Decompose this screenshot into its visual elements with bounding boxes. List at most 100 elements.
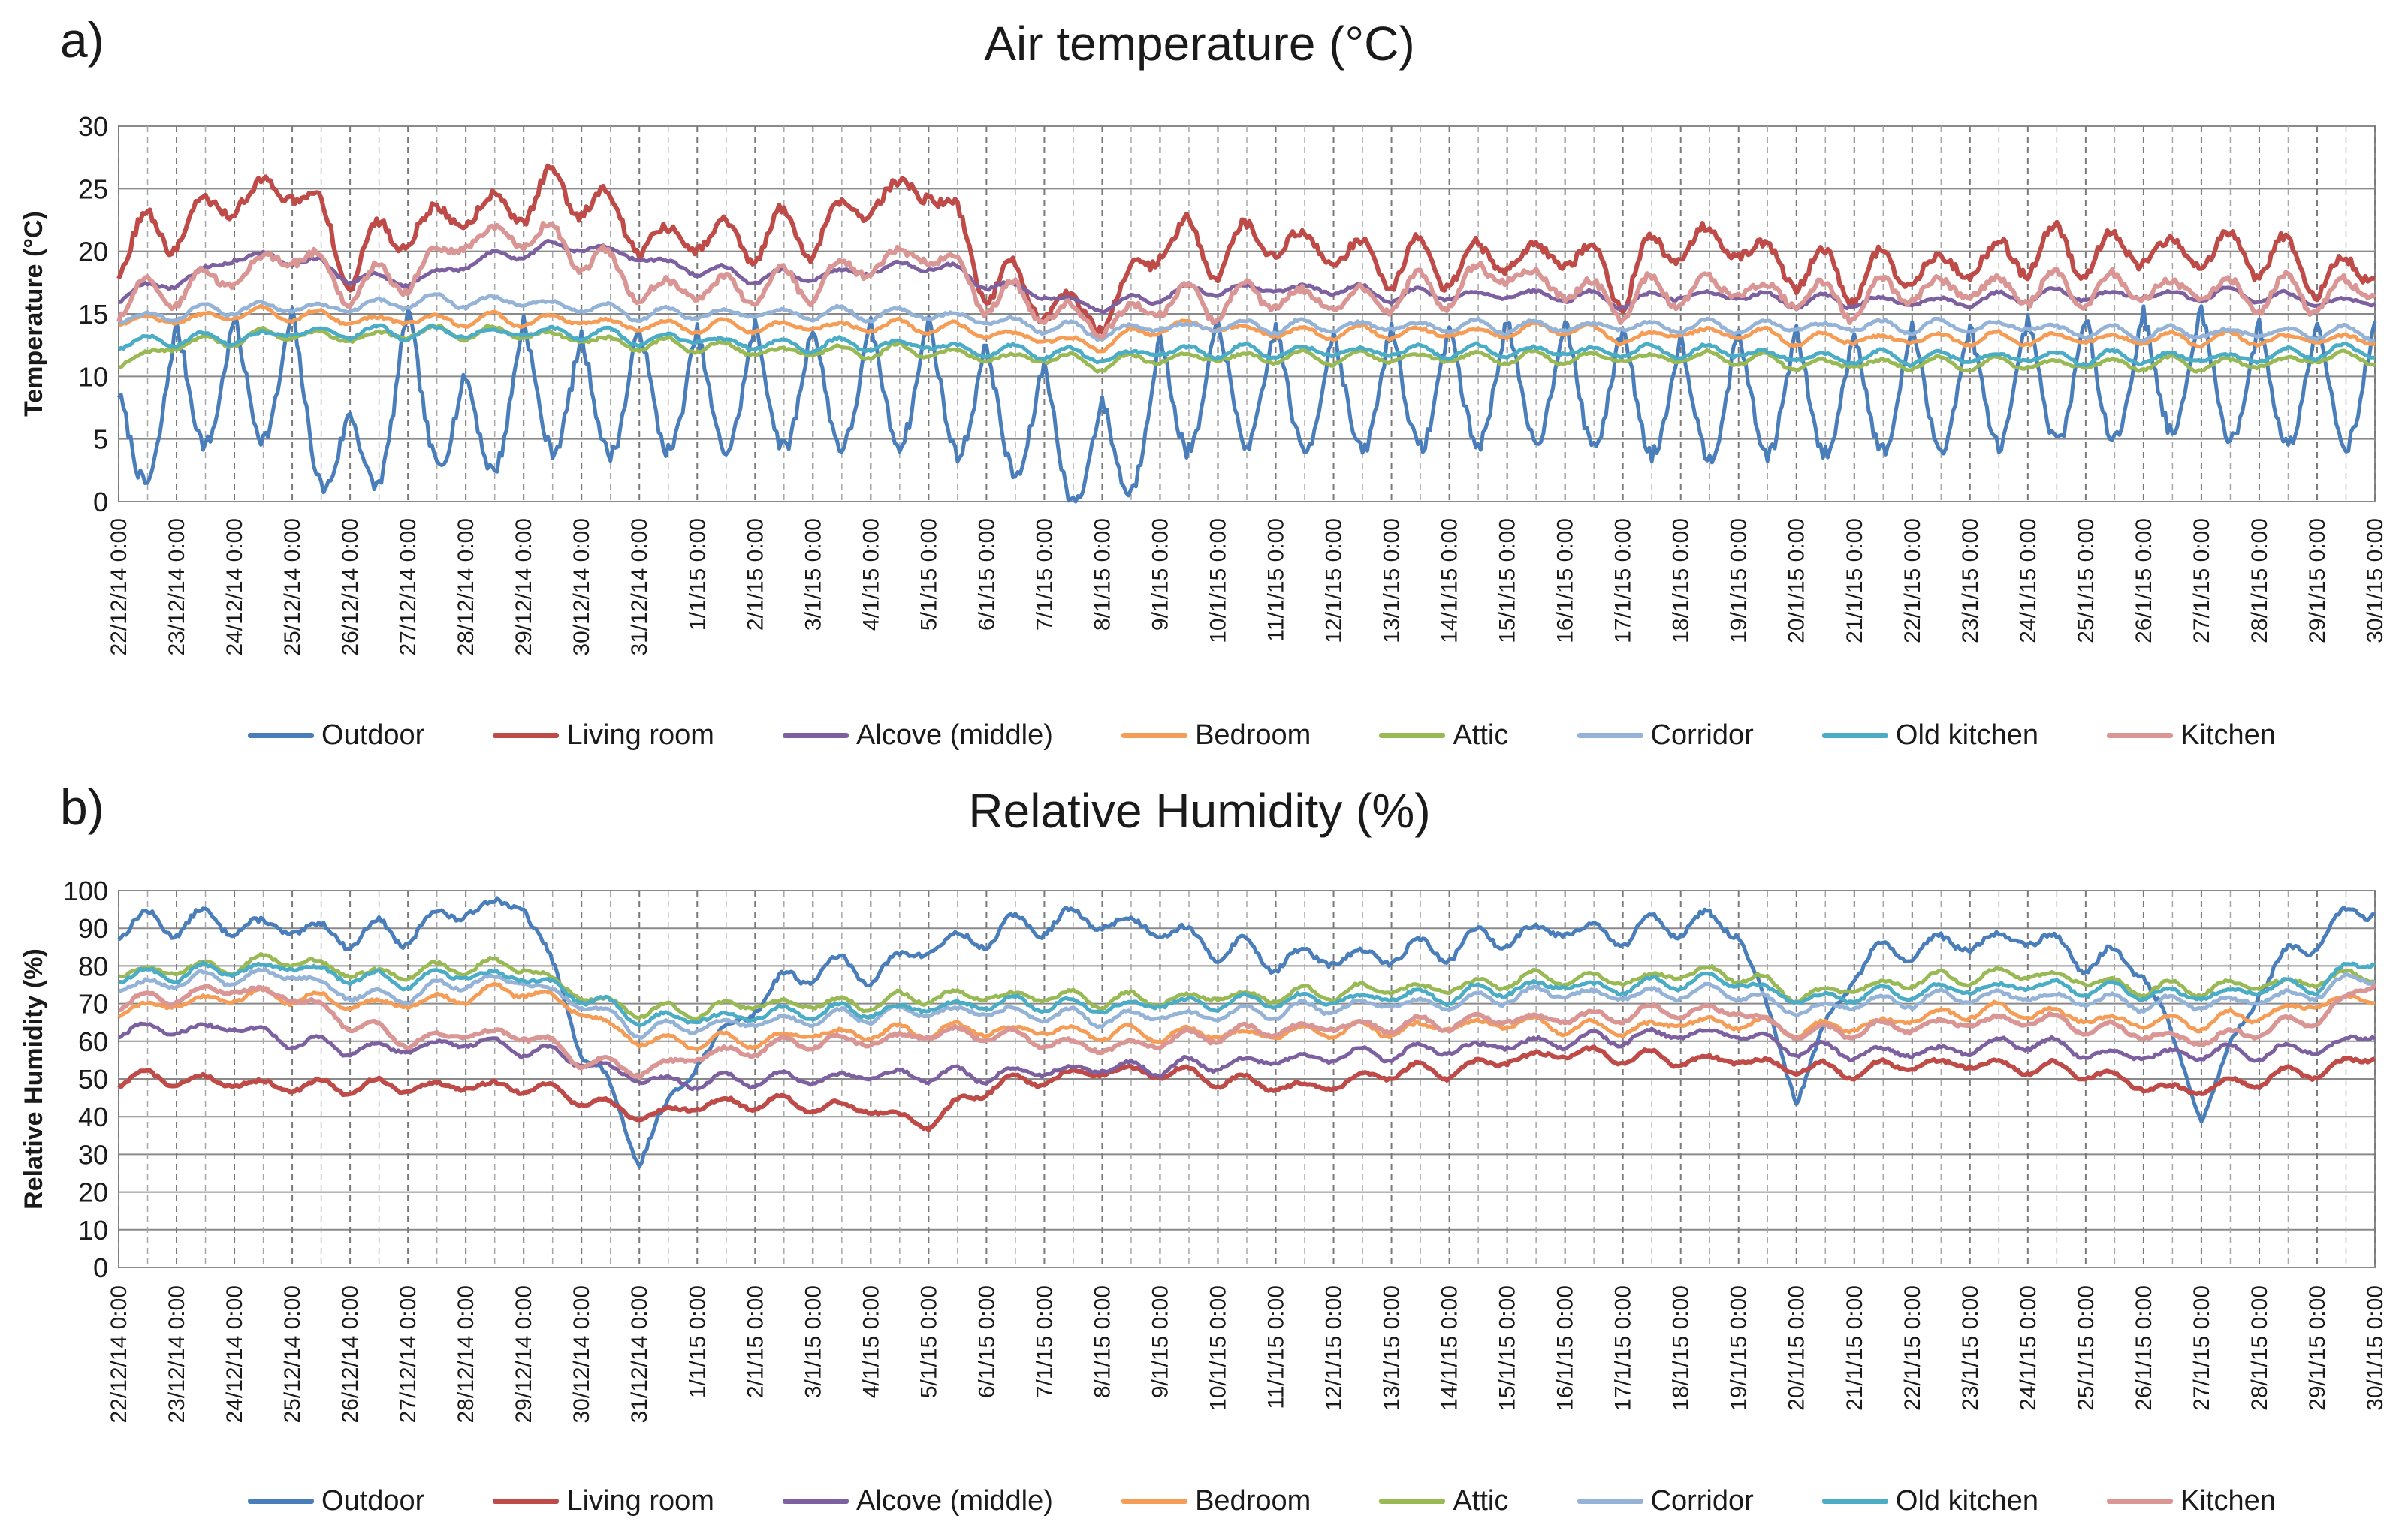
x-tick-label: 27/12/14 0:00 <box>396 518 421 656</box>
legend-label: Outdoor <box>321 719 425 751</box>
legend-swatch <box>1577 733 1643 738</box>
y-axis-label: Relative Humidity (%) <box>20 948 48 1210</box>
legend-swatch <box>783 733 849 738</box>
y-tick-label: 25 <box>78 173 108 204</box>
x-tick-label: 31/12/14 0:00 <box>627 518 652 656</box>
legend-label: Living room <box>566 719 714 751</box>
x-tick-label: 7/1/15 0:00 <box>1032 518 1057 631</box>
legend-swatch <box>1821 733 1888 738</box>
series-line-kitchen <box>116 221 2377 340</box>
legend-item: Alcove (middle) <box>783 719 1053 752</box>
x-tick-label: 8/1/15 0:00 <box>1090 518 1115 631</box>
legend-label: Kitchen <box>2180 719 2276 751</box>
legend-item: Living room <box>493 719 714 752</box>
y-tick-label: 10 <box>78 361 108 392</box>
x-tick-label: 25/1/15 0:00 <box>2074 1285 2099 1411</box>
x-tick-label: 30/12/14 0:00 <box>569 1285 594 1424</box>
x-tick-label: 21/1/15 0:00 <box>1842 518 1867 643</box>
x-tick-label: 1/1/15 0:00 <box>685 1285 710 1398</box>
y-tick-label: 0 <box>93 1252 108 1283</box>
series-line-bedroom <box>118 303 2376 354</box>
x-tick-label: 23/1/15 0:00 <box>1958 1285 1983 1411</box>
x-tick-label: 11/1/15 0:00 <box>1264 518 1289 642</box>
x-tick-label: 3/1/15 0:00 <box>801 1285 825 1398</box>
x-tick-label: 17/1/15 0:00 <box>1611 518 1636 643</box>
legend-item: Old kitchen <box>1821 719 2038 752</box>
legend-item: Corridor <box>1577 1485 1754 1517</box>
x-tick-label: 28/1/15 0:00 <box>2247 1285 2272 1411</box>
y-tick-label: 80 <box>78 951 108 981</box>
x-tick-label: 19/1/15 0:00 <box>1727 518 1752 643</box>
x-tick-label: 15/1/15 0:00 <box>1495 1285 1520 1411</box>
x-tick-label: 31/12/14 0:00 <box>627 1285 652 1424</box>
x-tick-label: 21/1/15 0:00 <box>1842 1285 1867 1411</box>
x-tick-label: 26/12/14 0:00 <box>338 1285 363 1424</box>
legend-swatch <box>1577 1499 1643 1504</box>
series-line-outdoor <box>117 304 2377 504</box>
chart-title: Air temperature (°C) <box>984 17 1415 71</box>
y-tick-label: 20 <box>78 237 108 267</box>
y-tick-label: 15 <box>78 299 108 330</box>
x-tick-label: 18/1/15 0:00 <box>1669 518 1694 643</box>
x-tick-label: 23/12/14 0:00 <box>164 1285 189 1424</box>
legend-item: Attic <box>1379 719 1508 752</box>
y-tick-label: 0 <box>93 487 108 517</box>
x-tick-label: 4/1/15 0:00 <box>859 1285 883 1398</box>
legend-label: Corridor <box>1650 719 1754 751</box>
x-tick-label: 24/1/15 0:00 <box>2016 518 2041 643</box>
x-tick-label: 26/1/15 0:00 <box>2132 518 2156 643</box>
legend-swatch <box>493 1499 560 1504</box>
x-tick-label: 28/12/14 0:00 <box>454 1285 478 1424</box>
legend-item: Bedroom <box>1121 719 1311 752</box>
x-tick-label: 29/1/15 0:00 <box>2305 1285 2330 1411</box>
series-line-kitchen <box>118 983 2377 1080</box>
y-tick-label: 30 <box>78 1139 108 1170</box>
y-tick-label: 90 <box>78 913 108 944</box>
x-tick-label: 20/1/15 0:00 <box>1785 1285 1809 1411</box>
x-tick-label: 25/12/14 0:00 <box>280 1285 305 1424</box>
x-tick-label: 24/12/14 0:00 <box>222 1285 247 1424</box>
legend-label: Bedroom <box>1195 719 1311 751</box>
x-tick-label: 28/12/14 0:00 <box>454 518 478 656</box>
chart-panel-air-temperature: a) Air temperature (°C) 0 5 10 15 20 25 30 22/1… <box>0 0 2399 767</box>
x-tick-label: 12/1/15 0:00 <box>1322 1285 1347 1411</box>
x-tick-label: 12/1/15 0:00 <box>1322 518 1347 643</box>
x-tick-label: 16/1/15 0:00 <box>1553 518 1578 643</box>
panel-label: a) <box>60 12 104 68</box>
legend-label: Living room <box>566 1485 714 1517</box>
y-tick-label: 5 <box>93 424 108 455</box>
y-tick-label: 100 <box>63 875 108 906</box>
x-tick-label: 28/1/15 0:00 <box>2247 518 2272 643</box>
x-tick-label: 3/1/15 0:00 <box>801 518 825 631</box>
x-tick-label: 30/1/15 0:00 <box>2363 1285 2388 1411</box>
x-tick-label: 17/1/15 0:00 <box>1611 1285 1636 1411</box>
legend-item: Attic <box>1379 1485 1508 1517</box>
legend-label: Outdoor <box>321 1485 425 1517</box>
x-tick-label: 8/1/15 0:00 <box>1090 1285 1115 1398</box>
legend-swatch <box>1121 733 1188 738</box>
y-tick-label: 20 <box>78 1177 108 1208</box>
x-tick-label: 30/1/15 0:00 <box>2363 518 2388 643</box>
x-tick-label: 2/1/15 0:00 <box>743 1285 768 1398</box>
legend-swatch <box>1121 1499 1188 1504</box>
chart-legend: Outdoor Living room Alcove (middle) Bedroom… <box>248 719 2276 752</box>
x-tick-label: 22/1/15 0:00 <box>1900 1285 1925 1411</box>
series-line-attic <box>118 951 2376 1022</box>
legend-swatch <box>1821 1499 1888 1504</box>
x-tick-label: 11/1/15 0:00 <box>1264 1285 1289 1409</box>
legend-item: Bedroom <box>1121 1485 1311 1517</box>
x-tick-label: 2/1/15 0:00 <box>743 518 768 631</box>
x-tick-label: 10/1/15 0:00 <box>1206 1285 1230 1411</box>
legend-item: Old kitchen <box>1821 1485 2038 1517</box>
chart-title: Relative Humidity (%) <box>968 784 1431 838</box>
legend-item: Alcove (middle) <box>783 1485 1053 1517</box>
x-tick-label: 19/1/15 0:00 <box>1727 1285 1752 1411</box>
x-tick-label: 22/12/14 0:00 <box>107 518 131 656</box>
chart-legend: Outdoor Living room Alcove (middle) Bedroom… <box>248 1485 2276 1517</box>
legend-label: Kitchen <box>2180 1485 2276 1517</box>
legend-item: Corridor <box>1577 719 1754 752</box>
x-tick-label: 25/1/15 0:00 <box>2074 518 2099 643</box>
x-tick-label: 13/1/15 0:00 <box>1380 518 1405 643</box>
x-tick-label: 25/12/14 0:00 <box>280 518 305 656</box>
y-tick-label: 30 <box>78 111 108 142</box>
